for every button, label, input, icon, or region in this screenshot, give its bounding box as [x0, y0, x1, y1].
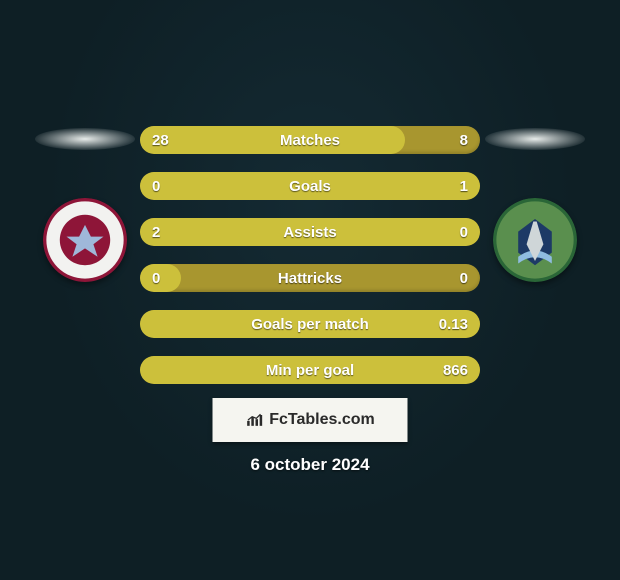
chart-icon [245, 412, 265, 428]
player2-column [480, 110, 590, 282]
content-row: 288Matches 01Goals 20Assists 00Hattricks 0.1… [0, 110, 620, 384]
player1-name-ellipse [35, 128, 135, 150]
player2-name-ellipse [485, 128, 585, 150]
club-badge2-svg [493, 198, 577, 282]
stat-bar: 20Assists [140, 218, 480, 246]
stat-label: Goals per match [140, 316, 480, 333]
watermark-text: FcTables.com [269, 411, 375, 429]
stat-bar: 288Matches [140, 126, 480, 154]
watermark: FcTables.com [213, 398, 408, 442]
stat-bar: 00Hattricks [140, 264, 480, 292]
player1-club-badge [43, 198, 127, 282]
club-badge1-svg [43, 198, 127, 282]
stat-bar: 01Goals [140, 172, 480, 200]
stat-label: Matches [140, 132, 480, 149]
stat-bar: 866Min per goal [140, 356, 480, 384]
stat-label: Min per goal [140, 362, 480, 379]
stat-label: Assists [140, 224, 480, 241]
stat-bar: 0.13Goals per match [140, 310, 480, 338]
date-text: 6 october 2024 [0, 455, 620, 475]
player1-column [30, 110, 140, 282]
comparison-card: Rosenberry vs Bell Club competitions, Se… [0, 0, 620, 580]
player2-club-badge [493, 198, 577, 282]
stat-bars: 288Matches 01Goals 20Assists 00Hattricks 0.1… [140, 110, 480, 384]
stat-label: Hattricks [140, 270, 480, 287]
stat-label: Goals [140, 178, 480, 195]
